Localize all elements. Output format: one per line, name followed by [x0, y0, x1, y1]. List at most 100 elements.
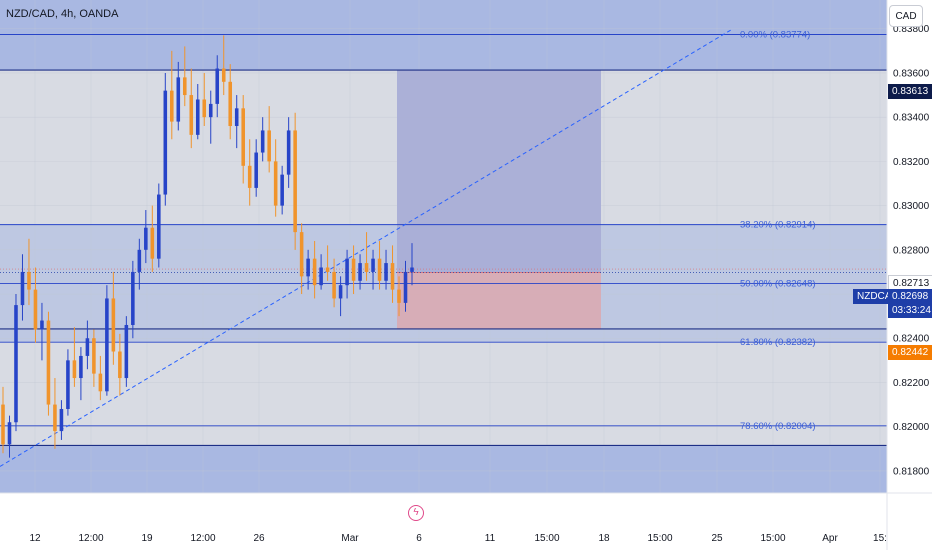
- candle-61: [397, 276, 401, 317]
- candle-11: [72, 327, 77, 387]
- candle-body-25: [163, 90, 168, 195]
- candle-body-61: [397, 289, 401, 303]
- candle-body-27: [176, 77, 181, 122]
- countdown-tag: 03:33:24: [888, 303, 932, 318]
- candle-48: [312, 240, 317, 299]
- x-tick-label-10: 15:00: [647, 533, 672, 544]
- dashed-trendline: [0, 28, 734, 467]
- x-tick-label-0: 12: [29, 533, 41, 544]
- candle-60: [390, 245, 395, 303]
- candle-body-2: [14, 305, 18, 423]
- candle-body-20: [131, 271, 135, 325]
- candle-body-15: [98, 373, 103, 392]
- candle-body-34: [221, 68, 226, 82]
- candle-40: [260, 117, 265, 162]
- candle-31: [202, 72, 207, 127]
- price-tag-top-line: 0.83613: [888, 84, 932, 99]
- candle-body-16: [105, 298, 109, 392]
- candle-body-50: [325, 267, 330, 272]
- candle-body-9: [59, 408, 64, 432]
- candle-24: [157, 183, 161, 268]
- candle-35: [228, 64, 233, 140]
- candle-2: [14, 294, 18, 432]
- candle-55: [358, 254, 362, 290]
- y-tick-label-9: 0.82000: [893, 422, 930, 433]
- candle-19: [124, 316, 129, 387]
- candle-body-21: [137, 249, 142, 272]
- candle-body-57: [371, 258, 375, 272]
- candle-59: [384, 249, 388, 290]
- candle-body-12: [79, 355, 83, 379]
- candle-4: [27, 238, 31, 306]
- candle-body-17: [111, 298, 116, 352]
- candle-body-24: [157, 194, 161, 259]
- lightning-icon[interactable]: ϟ: [408, 505, 424, 521]
- currency-button[interactable]: CAD: [889, 5, 923, 27]
- candle-38: [247, 139, 252, 206]
- candle-body-26: [170, 90, 174, 122]
- candle-44: [286, 117, 291, 188]
- candle-body-11: [72, 360, 77, 379]
- candle-body-13: [85, 338, 90, 356]
- candle-body-29: [189, 95, 194, 135]
- candle-body-23: [150, 227, 155, 259]
- candle-43: [280, 165, 284, 215]
- candle-23: [150, 205, 155, 272]
- candle-body-62: [403, 271, 408, 303]
- x-tick-label-8: 15:00: [534, 533, 559, 544]
- candle-body-40: [260, 130, 265, 153]
- candle-28: [182, 46, 187, 107]
- x-tick-label-12: 15:00: [760, 533, 785, 544]
- fib-label-0: 0.00% (0.83774): [740, 29, 810, 40]
- candle-body-8: [53, 404, 57, 432]
- candle-body-4: [27, 271, 31, 290]
- candle-body-33: [215, 68, 220, 104]
- candle-body-1: [7, 422, 12, 445]
- candle-51: [332, 258, 336, 308]
- candle-body-31: [202, 99, 207, 118]
- symbol-title: NZD/CAD, 4h, OANDA: [6, 8, 119, 20]
- candle-body-59: [384, 263, 388, 281]
- candle-body-46: [299, 232, 304, 277]
- candle-3: [20, 254, 25, 321]
- x-tick-label-11: 25: [711, 533, 723, 544]
- candle-57: [371, 249, 375, 290]
- candle-body-52: [338, 285, 343, 299]
- candle-16: [105, 285, 109, 396]
- y-tick-label-4: 0.83000: [893, 201, 930, 212]
- x-tick-label-9: 18: [598, 533, 610, 544]
- candle-50: [325, 245, 330, 281]
- x-tick-label-14: 15:: [873, 533, 887, 544]
- candle-body-32: [208, 103, 213, 118]
- candle-body-39: [254, 152, 258, 188]
- position-loss-zone: [397, 272, 601, 329]
- candle-body-56: [364, 263, 369, 272]
- x-tick-label-3: 12:00: [190, 533, 215, 544]
- candle-body-49: [319, 267, 323, 286]
- y-tick-label-5: 0.82800: [893, 245, 930, 256]
- candle-10: [66, 349, 70, 416]
- supply-zone: [0, 0, 887, 71]
- y-tick-label-10: 0.81800: [893, 466, 930, 477]
- x-tick-label-5: Mar: [341, 533, 359, 544]
- candle-body-63: [410, 267, 414, 272]
- candle-37: [241, 95, 245, 184]
- candle-body-36: [234, 108, 239, 127]
- candle-14: [92, 329, 96, 387]
- candle-body-43: [280, 174, 284, 206]
- candle-34: [221, 35, 226, 96]
- candle-32: [208, 90, 213, 144]
- candle-46: [299, 223, 304, 295]
- candle-62: [403, 260, 408, 312]
- candle-8: [53, 378, 57, 449]
- position-profit-zone: [397, 70, 601, 273]
- candle-body-6: [40, 320, 44, 330]
- fib-label-1: 38.20% (0.82914): [740, 220, 816, 231]
- candle-body-48: [312, 258, 317, 286]
- candle-6: [40, 302, 44, 361]
- candle-body-10: [66, 360, 70, 409]
- candle-body-51: [332, 271, 336, 299]
- candle-body-7: [46, 320, 51, 405]
